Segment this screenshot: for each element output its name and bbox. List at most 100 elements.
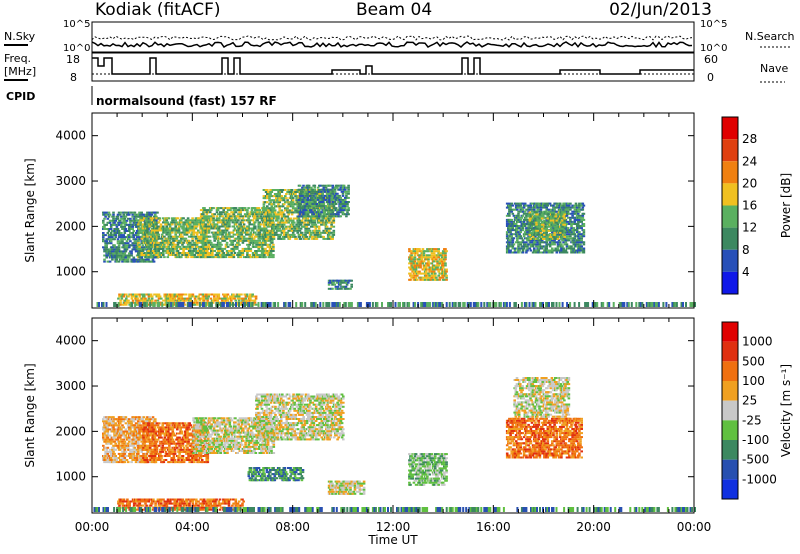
power-cell	[267, 235, 270, 238]
power-cell	[272, 235, 276, 238]
power-cell	[242, 256, 246, 259]
power-cell	[316, 196, 320, 199]
power-cell	[182, 252, 185, 254]
power-cell	[318, 215, 321, 218]
power-cell	[531, 217, 535, 220]
power-cell	[340, 279, 343, 282]
power-cell	[168, 243, 172, 246]
power-cell	[578, 204, 581, 207]
power-cell	[570, 227, 573, 230]
power-cell	[579, 235, 582, 238]
power-cell	[332, 198, 336, 201]
power-cell	[310, 233, 313, 236]
power-cell	[162, 252, 165, 254]
power-cell	[190, 235, 193, 238]
power-cell	[138, 245, 141, 248]
power-cell	[419, 264, 422, 267]
power-cell	[284, 217, 287, 220]
power-cell	[111, 250, 114, 253]
power-cell	[116, 238, 120, 241]
power-cell	[411, 256, 414, 259]
power-cell	[157, 243, 161, 246]
power-cell	[158, 217, 162, 220]
power-cell	[208, 211, 212, 214]
power-cell	[112, 252, 115, 255]
power-cell	[252, 237, 256, 240]
power-cell	[441, 262, 445, 265]
power-cell	[511, 204, 515, 207]
power-cell	[546, 213, 550, 216]
power-cell	[216, 213, 220, 216]
power-cell	[538, 235, 542, 238]
power-cell	[564, 231, 568, 234]
power-cell	[222, 231, 225, 234]
power-cell	[115, 225, 119, 228]
power-cell	[291, 223, 295, 226]
power-cell	[571, 214, 574, 217]
power-cell	[155, 240, 158, 243]
power-cell	[275, 225, 278, 228]
power-cell	[295, 225, 298, 228]
power-cell	[566, 208, 570, 211]
power-cell	[195, 256, 199, 259]
power-cell	[345, 186, 348, 189]
power-cell	[545, 218, 548, 221]
power-cell	[347, 192, 350, 195]
power-cell	[278, 207, 281, 210]
power-cell	[508, 251, 511, 254]
power-cell	[250, 209, 254, 212]
power-cell	[330, 225, 333, 228]
power-cell	[259, 223, 263, 226]
power-cell	[536, 206, 539, 209]
power-cell	[549, 229, 553, 232]
power-cell	[124, 254, 128, 257]
power-cell	[317, 229, 321, 232]
power-cell	[125, 219, 129, 222]
power-cell	[272, 245, 275, 248]
power-cell	[293, 217, 296, 220]
power-cell	[156, 245, 159, 248]
power-cell	[176, 223, 180, 226]
power-cell	[419, 262, 422, 265]
power-cell	[238, 233, 241, 236]
power-cell	[158, 245, 162, 248]
power-cell	[190, 256, 193, 259]
power-cell	[529, 241, 533, 244]
power-cell	[569, 208, 572, 211]
power-cell	[149, 241, 153, 244]
power-cell	[225, 225, 229, 228]
power-cell	[548, 235, 552, 238]
power-cell	[340, 287, 343, 290]
power-cell	[262, 231, 266, 234]
power-cell	[249, 231, 253, 234]
power-cell	[282, 197, 286, 200]
power-cell	[138, 211, 141, 214]
power-cell	[187, 227, 191, 230]
power-cell	[305, 190, 309, 193]
power-cell	[191, 227, 194, 230]
power-cell	[412, 270, 416, 273]
power-cell	[185, 233, 189, 236]
power-cell	[117, 260, 121, 263]
power-cell	[322, 203, 326, 205]
power-cell	[241, 209, 245, 212]
power-cell	[115, 258, 119, 261]
power-cell	[312, 190, 315, 193]
power-cell	[271, 223, 275, 226]
power-cell	[211, 254, 214, 256]
power-cell	[575, 206, 579, 209]
power-cell	[231, 221, 235, 224]
power-cell	[261, 243, 265, 246]
power-cell	[521, 208, 525, 211]
power-cell	[205, 213, 209, 216]
power-echo-region	[297, 184, 350, 218]
power-cell	[167, 217, 171, 220]
power-cell	[411, 266, 414, 269]
power-cell	[286, 215, 289, 218]
power-cell	[139, 215, 142, 218]
power-cell	[410, 276, 413, 279]
power-cell	[410, 258, 413, 261]
power-cell	[190, 254, 193, 256]
power-cell	[166, 247, 170, 250]
power-cell	[171, 223, 174, 226]
